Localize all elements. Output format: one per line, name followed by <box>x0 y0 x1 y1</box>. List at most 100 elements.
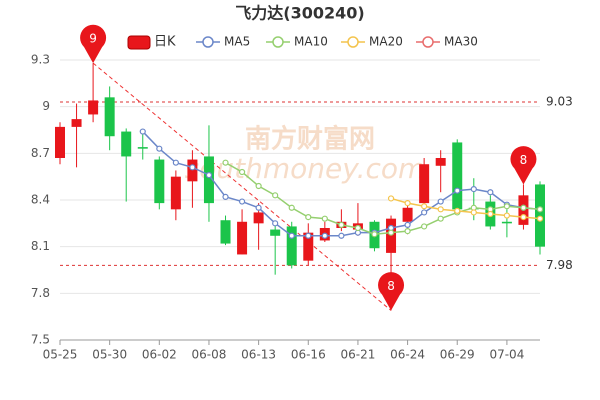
x-tick-label: 06-02 <box>142 348 177 362</box>
trend-line <box>92 62 392 311</box>
legend-swatch <box>127 35 151 50</box>
reference-label: 9.03 <box>546 95 573 109</box>
ma-point <box>222 193 229 200</box>
watermark: 南方财富网 <box>245 124 375 155</box>
candle-body <box>452 142 463 210</box>
candle-body <box>187 159 198 182</box>
ma-point <box>404 221 411 228</box>
candle-body <box>55 126 65 158</box>
ma-point <box>421 203 428 210</box>
y-tick-label: 7.8 <box>31 286 50 300</box>
candle-body <box>154 159 165 204</box>
ma-point <box>321 232 328 239</box>
candle-body <box>237 221 248 255</box>
candle-body <box>303 232 314 261</box>
candle-body <box>220 220 231 244</box>
candle-body <box>435 158 446 166</box>
marker-pin <box>378 272 405 311</box>
ma-point <box>536 215 544 222</box>
ma-point <box>205 172 213 179</box>
watermark: southmoney.com <box>185 152 426 185</box>
ma-point <box>520 214 527 221</box>
y-tick-label: 8.1 <box>31 239 50 253</box>
ma-point <box>156 145 163 152</box>
ma-point <box>454 207 461 214</box>
candle-body <box>535 184 545 247</box>
candle-body <box>170 176 181 210</box>
chart-title: 飞力达(300240) <box>235 4 364 23</box>
ma-point <box>305 214 312 221</box>
ma-point <box>503 203 510 210</box>
ma-point <box>238 168 246 176</box>
ma-point <box>238 198 246 205</box>
ma-point <box>487 189 494 196</box>
candle-body <box>121 131 132 157</box>
ma-point <box>338 232 345 239</box>
ma-point <box>421 209 428 216</box>
ma-point <box>272 220 279 227</box>
ma-point <box>354 224 362 232</box>
candle-body <box>137 147 148 149</box>
ma-point <box>437 215 444 222</box>
candle-body <box>402 207 413 222</box>
ma-point <box>321 215 328 222</box>
candle-body <box>501 221 512 224</box>
y-tick-label: 8.4 <box>31 193 50 207</box>
legend-marker <box>347 36 359 48</box>
x-tick-label: 06-29 <box>440 348 475 362</box>
candle-body <box>386 218 397 253</box>
ma-point <box>454 187 461 194</box>
ma-point <box>487 210 494 218</box>
candle-body <box>104 97 115 137</box>
legend-marker <box>202 36 214 48</box>
legend-label: MA10 <box>294 35 328 49</box>
marker-pin <box>510 146 537 185</box>
ma-point <box>288 204 295 211</box>
y-tick-label: 9 <box>42 99 50 113</box>
ma-point <box>470 186 477 193</box>
candle-body <box>270 229 281 236</box>
ma-point <box>387 195 395 202</box>
ma-point <box>404 228 411 235</box>
legend-marker <box>422 36 434 48</box>
x-tick-label: 07-04 <box>489 348 524 362</box>
ma-point <box>222 159 229 166</box>
marker-label: 8 <box>387 279 395 293</box>
candle-body <box>419 164 430 204</box>
x-tick-label: 06-16 <box>291 348 326 362</box>
ma-point <box>172 159 179 166</box>
x-tick-label: 05-30 <box>92 348 127 362</box>
ma-point <box>139 128 146 135</box>
legend-label: 日K <box>154 35 176 50</box>
candle-body <box>88 100 99 115</box>
ma-point <box>520 204 527 211</box>
marker-label: 9 <box>89 32 97 46</box>
legend-label: MA30 <box>444 35 478 49</box>
ma-point <box>288 232 295 239</box>
candle-body <box>71 119 82 127</box>
ma-point <box>305 232 312 239</box>
legend-label: MA20 <box>369 35 403 49</box>
ma-point <box>437 206 444 213</box>
ma-point <box>338 221 345 228</box>
ma-point <box>470 209 477 216</box>
ma-point <box>421 223 428 230</box>
x-tick-label: 06-08 <box>192 348 227 362</box>
ma-point <box>255 204 262 211</box>
ma-point <box>272 192 279 199</box>
candle-body <box>203 156 214 204</box>
y-tick-label: 9.3 <box>31 53 50 67</box>
marker-label: 8 <box>520 153 528 167</box>
x-tick-label: 06-21 <box>340 348 375 362</box>
ma-point <box>255 182 262 190</box>
ma-point <box>536 206 544 213</box>
x-tick-label: 05-25 <box>43 348 78 362</box>
candle-body <box>253 212 264 224</box>
x-tick-label: 06-13 <box>241 348 276 362</box>
y-tick-label: 8.7 <box>31 146 50 160</box>
reference-label: 7.98 <box>546 258 573 272</box>
ma-point <box>503 212 510 219</box>
ma-point <box>371 231 378 238</box>
ma-point <box>437 198 444 205</box>
